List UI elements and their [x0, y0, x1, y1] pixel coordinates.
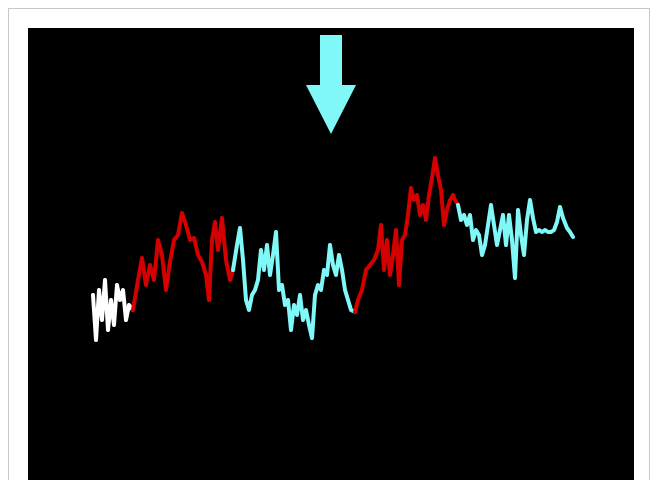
line-segment	[91, 278, 135, 342]
line-segment	[131, 211, 235, 312]
line-segment	[456, 198, 575, 280]
line-segment	[353, 156, 460, 314]
line-segment	[231, 226, 357, 340]
arrow-head	[306, 85, 356, 134]
arrow	[306, 35, 356, 134]
arrow-shaft	[320, 35, 342, 87]
